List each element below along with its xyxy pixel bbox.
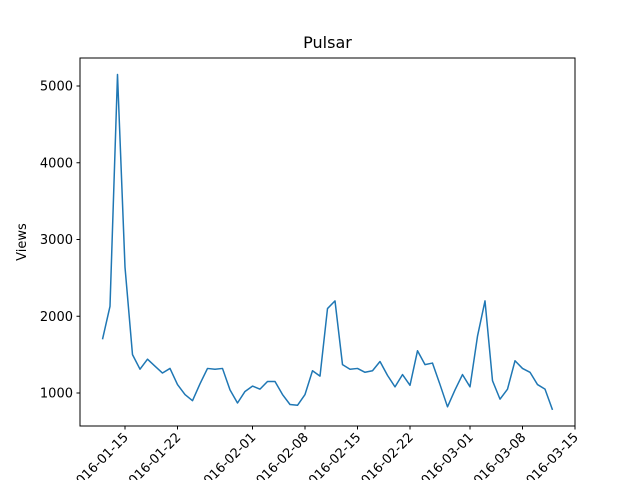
chart-title: Pulsar: [303, 33, 352, 52]
x-tick-label: 2016-03-01: [413, 430, 477, 480]
plot-frame: [79, 57, 576, 427]
x-tick-label: 2016-01-15: [68, 430, 132, 480]
x-tick-label: 2016-01-22: [120, 430, 184, 480]
y-tick-label: 2000: [40, 310, 73, 325]
x-tick-label: 2016-03-15: [518, 430, 582, 480]
data-line: [101, 73, 554, 411]
y-tick-label: 3000: [40, 233, 73, 248]
x-tick-label: 2016-02-15: [300, 430, 364, 480]
y-tick-label: 5000: [40, 80, 73, 95]
y-tick-label: 4000: [40, 156, 73, 171]
x-tick-label: 2016-02-01: [195, 430, 259, 480]
y-tick-label: 1000: [40, 386, 73, 401]
x-tick-label: 2016-03-08: [465, 430, 529, 480]
x-tick-label: 2016-02-22: [353, 430, 417, 480]
y-axis-label: Views: [15, 223, 30, 261]
x-tick-label: 2016-02-08: [248, 430, 312, 480]
